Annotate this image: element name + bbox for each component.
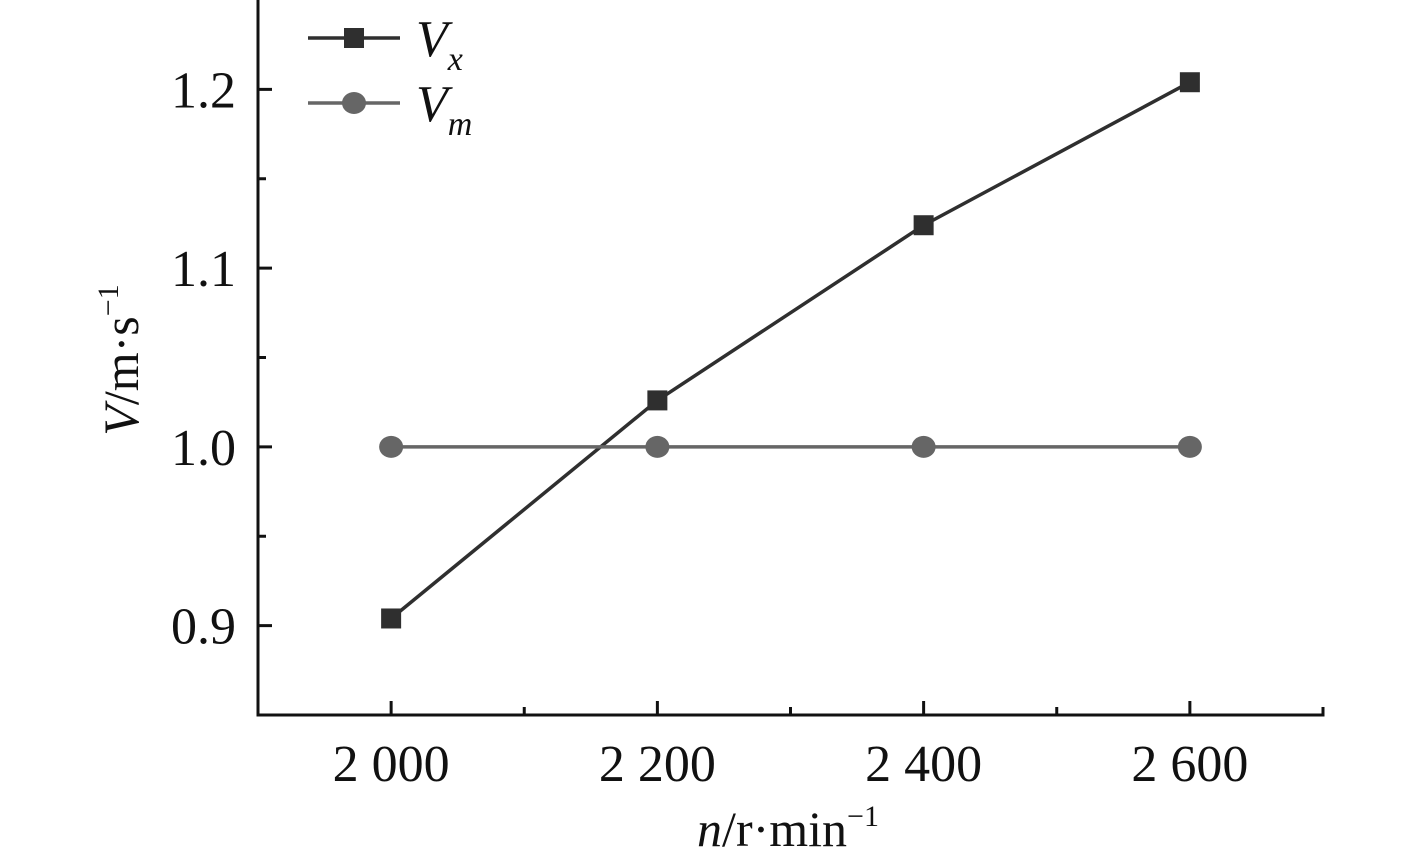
- data-point-square: [647, 390, 668, 411]
- legend-label: Vx: [416, 11, 463, 78]
- y-axis-label: V/m·s−1: [92, 284, 149, 435]
- legend-marker-square: [344, 28, 364, 48]
- x-tick-label: 2 200: [599, 736, 716, 793]
- data-point-square: [381, 608, 402, 629]
- legend-entry: Vx: [308, 11, 463, 78]
- series-V-m: [379, 435, 1202, 458]
- legend-label: Vm: [416, 76, 472, 143]
- x-axis-label: n/r·min−1: [697, 800, 879, 848]
- data-point-circle: [379, 435, 404, 458]
- data-point-square: [913, 215, 934, 236]
- x-tick-label: 2 000: [333, 736, 450, 793]
- y-axis-unit: /m·s: [93, 316, 149, 405]
- data-point-circle: [1177, 435, 1202, 458]
- y-tick-label: 1.1: [171, 241, 236, 298]
- x-tick-label: 2 400: [865, 736, 982, 793]
- tick-labels: 0.9 1.0 1.1 1.2 2 000 2 200 2 400 2 600: [171, 62, 1248, 793]
- y-axis-exponent: −1: [92, 284, 125, 316]
- series-line: [390, 80, 1191, 620]
- legend-marker-circle: [342, 92, 366, 114]
- x-axis-unit: /r·min: [722, 801, 847, 848]
- x-axis-var: n: [697, 801, 722, 848]
- y-tick-label: 1.2: [171, 62, 236, 119]
- y-axis-var: V: [93, 400, 149, 436]
- series-V-x: [381, 72, 1200, 629]
- data-point-circle: [911, 435, 936, 458]
- y-tick-label: 1.0: [171, 420, 236, 477]
- data-point-square: [1179, 72, 1200, 93]
- data-point-circle: [645, 435, 670, 458]
- axis-ticks: [256, 87, 1325, 717]
- x-axis-exponent: −1: [847, 800, 879, 833]
- legend-entry: Vm: [308, 76, 472, 143]
- y-tick-label: 0.9: [171, 599, 236, 656]
- series-layer: [379, 72, 1202, 629]
- x-tick-label: 2 600: [1131, 736, 1248, 793]
